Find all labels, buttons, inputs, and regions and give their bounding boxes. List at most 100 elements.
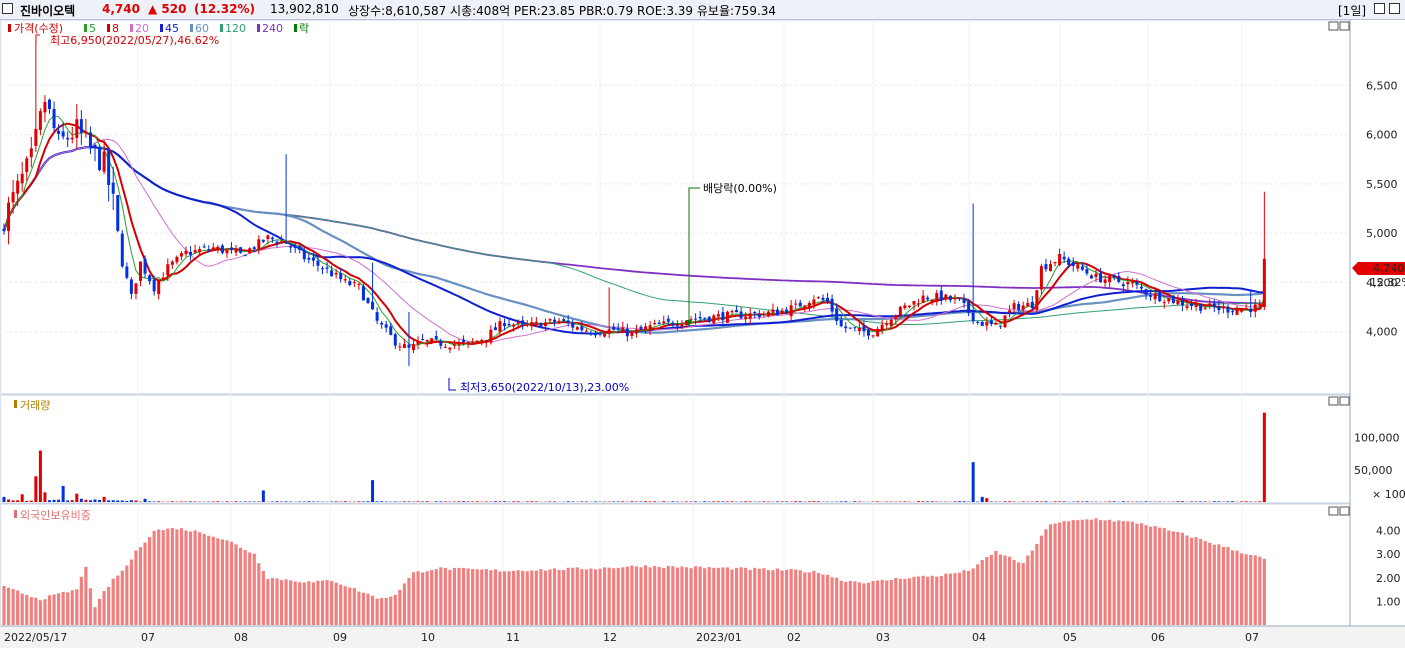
foreign-ratio-bar — [712, 567, 716, 625]
foreign-ratio-bar — [393, 594, 397, 625]
foreign-ratio-bar — [989, 554, 993, 625]
foreign-ratio-bar — [1035, 543, 1039, 625]
volume-bar — [407, 501, 411, 502]
volume-bar — [2, 496, 6, 502]
foreign-ratio-bar — [1112, 521, 1116, 625]
candle-body — [1144, 289, 1148, 295]
volume-bar — [1058, 501, 1062, 502]
volume-bar — [1044, 501, 1048, 502]
foreign-ratio-bar — [916, 576, 921, 625]
foreign-ratio-bar — [416, 571, 420, 625]
date-tick-label: 07 — [1245, 631, 1259, 644]
candle-body — [539, 323, 543, 328]
candle-body — [371, 301, 375, 310]
foreign-ratio-bar — [184, 530, 188, 625]
foreign-ratio-bar — [1144, 525, 1148, 625]
foreign-ratio-bar — [443, 567, 447, 625]
candle-body — [20, 173, 24, 184]
max-price-annotation: 최고6,950(2022/05/27),46.62% — [35, 34, 219, 47]
foreign-ratio-bar — [707, 567, 711, 625]
candle-body — [307, 257, 311, 260]
candle-body — [143, 258, 147, 274]
candle-body — [1067, 258, 1071, 265]
candle-body — [339, 273, 343, 280]
panel-minimize-icon[interactable] — [1328, 506, 1339, 516]
foreign-ratio-bar — [1026, 555, 1030, 625]
foreign-ratio-bar — [389, 596, 393, 625]
foreign-ratio-bar — [257, 563, 261, 625]
candle-body — [698, 317, 702, 319]
price-tick-label: 4,000 — [1366, 326, 1398, 339]
date-tick-label: 06 — [1151, 631, 1165, 644]
candle-body — [139, 261, 142, 281]
foreign-ratio-bar — [757, 568, 761, 625]
foreign-ratio-bar — [839, 580, 843, 625]
foreign-ratio-bar — [789, 568, 793, 625]
candle-body — [311, 257, 315, 261]
foreign-ratio-bar — [84, 566, 88, 625]
candle-body — [1121, 284, 1125, 287]
period-selector[interactable]: [1일] — [1338, 4, 1367, 18]
candle-body — [616, 328, 620, 330]
foreign-ratio-bar — [1158, 527, 1162, 625]
ma-20-line — [3, 138, 1265, 344]
foreign-ratio-bar — [1048, 524, 1053, 625]
foreign-ratio-bar — [643, 565, 648, 625]
candle-body — [935, 293, 939, 302]
candle-body — [348, 280, 352, 286]
ma-legend-label: 20 — [135, 22, 149, 35]
date-tick-label: 02 — [787, 631, 801, 644]
volume-bar — [917, 501, 921, 502]
panel-close-icon[interactable] — [1339, 21, 1350, 31]
volume-bar — [248, 501, 252, 502]
panel-minimize-icon[interactable] — [1328, 396, 1339, 406]
foreign-ratio-bar — [521, 570, 525, 625]
candle-body — [962, 298, 966, 303]
foreign-ratio-bar — [571, 567, 575, 625]
volume-bar — [170, 501, 174, 502]
date-tick-label: 04 — [972, 631, 986, 644]
foreign-ratio-bar — [1012, 559, 1016, 625]
volume-bar — [84, 499, 88, 502]
ma-legend-label: 락 — [299, 22, 309, 35]
candle-body — [857, 327, 861, 332]
foreign-ratio-bar — [980, 559, 984, 625]
volume-bar — [926, 501, 930, 502]
price-change: ▲ 520 — [148, 2, 187, 16]
panel-close-icon[interactable] — [1339, 506, 1350, 516]
volume-bar — [648, 501, 652, 502]
volume-bar — [1176, 501, 1180, 502]
foreign-ratio-bar — [252, 553, 256, 625]
foreign-ratio-bar — [653, 565, 657, 625]
panel-close-icon[interactable] — [1339, 396, 1350, 406]
candle-body — [566, 320, 570, 324]
close-icon[interactable] — [1389, 3, 1400, 14]
candle-body — [170, 261, 174, 265]
foreign-ratio-bar — [1217, 544, 1221, 625]
candle-body — [257, 239, 261, 250]
candle-body — [748, 313, 752, 319]
min-price-label: 최저3,650(2022/10/13),23.00% — [460, 381, 629, 394]
foreign-ratio-bar — [161, 530, 165, 625]
volume-bar — [703, 501, 707, 502]
foreign-ratio-bar — [939, 576, 943, 625]
foreign-ratio-bar — [47, 595, 52, 625]
foreign-ratio-bar — [97, 598, 102, 625]
foreign-ratio-bar — [352, 588, 356, 625]
candle-body — [43, 101, 47, 113]
foreign-ratio-bar — [1171, 531, 1175, 625]
foreign-ratio-bar — [6, 587, 11, 625]
candle-body — [1221, 306, 1225, 309]
foreign-ratio-bar — [1007, 556, 1012, 625]
foreign-ratio-bar — [330, 581, 334, 625]
checkbox-icon[interactable] — [2, 3, 13, 14]
panel-minimize-icon[interactable] — [1328, 21, 1339, 31]
candle-body — [412, 344, 415, 351]
restore-icon[interactable] — [1374, 3, 1385, 14]
volume-bar — [366, 501, 370, 502]
volume-bar — [462, 501, 466, 502]
foreign-ratio-bar — [198, 532, 202, 625]
foreign-ratio-bar — [407, 577, 411, 625]
foreign-ratio-bar — [862, 583, 866, 625]
foreign-ratio-bar — [484, 569, 488, 625]
